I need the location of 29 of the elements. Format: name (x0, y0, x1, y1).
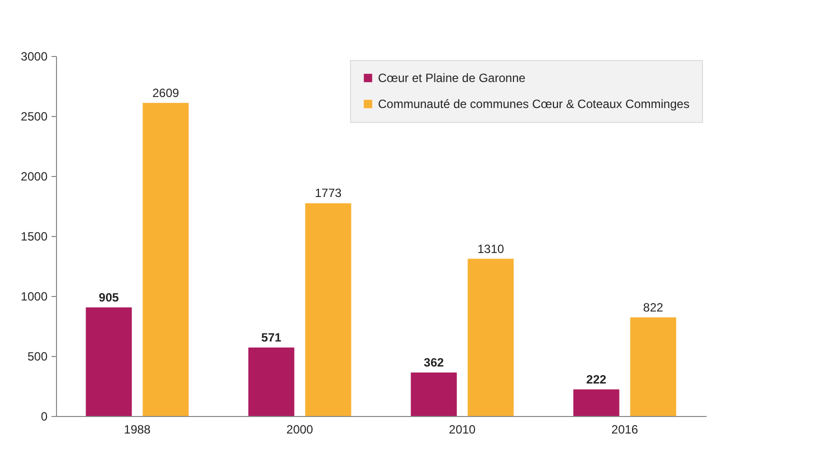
y-tick-label: 2500 (20, 110, 48, 124)
y-tick-label: 500 (27, 350, 48, 364)
bar (573, 389, 620, 416)
data-label: 2609 (152, 86, 180, 100)
y-tick-label: 2000 (20, 170, 48, 184)
bar (630, 317, 676, 416)
bar (142, 102, 189, 416)
bar (468, 258, 514, 416)
data-label: 1773 (314, 186, 342, 200)
legend-label: Communauté de communes Cœur & Coteaux Comminges (378, 97, 690, 111)
y-tick-label: 1000 (20, 290, 48, 304)
y-tick-label: 3000 (20, 50, 48, 64)
x-tick-label: 2016 (611, 422, 638, 436)
data-label: 1310 (477, 242, 504, 256)
data-label: 222 (586, 372, 607, 386)
data-label: 905 (98, 290, 120, 304)
legend-label: Cœur et Plaine de Garonne (378, 71, 526, 85)
x-tick-label: 2010 (448, 422, 476, 436)
data-label: 362 (424, 356, 444, 370)
bar (305, 203, 352, 416)
data-label: 822 (643, 300, 664, 314)
data-label: 571 (261, 330, 282, 344)
x-tick-label: 2000 (286, 422, 314, 436)
y-tick-label: 1500 (20, 230, 48, 244)
bar (248, 347, 294, 416)
bar (410, 372, 457, 416)
bar (86, 307, 132, 416)
y-tick-label: 0 (40, 410, 48, 424)
x-tick-label: 1988 (124, 422, 151, 436)
